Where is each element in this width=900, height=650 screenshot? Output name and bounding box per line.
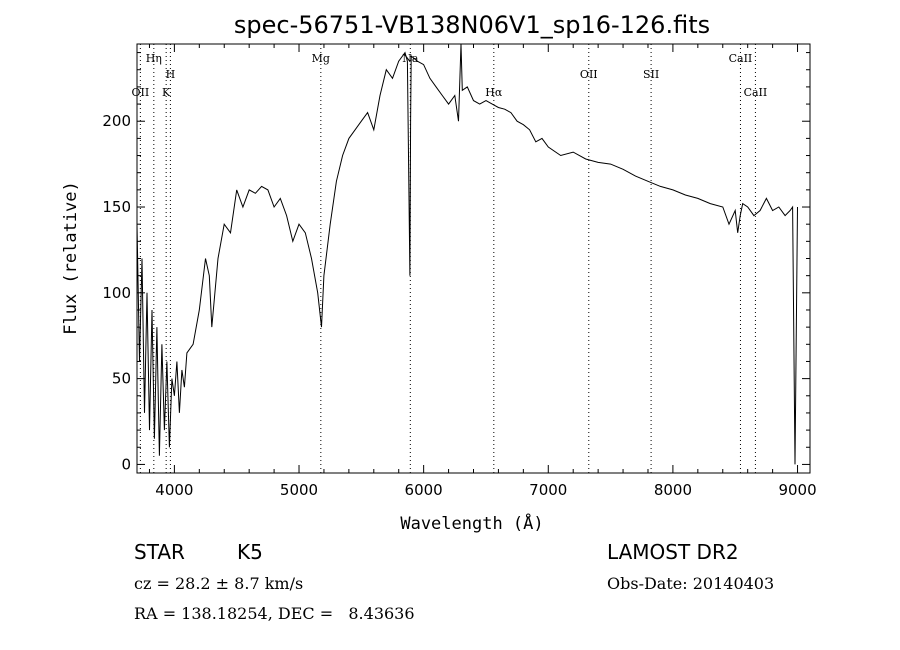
object-subclass: K5	[237, 540, 263, 564]
x-tick-label: 7000	[529, 481, 567, 499]
spectral-line-label: Hα	[485, 86, 503, 99]
plot-frame	[136, 43, 811, 474]
spectral-line-label: OII	[580, 68, 598, 81]
object-class: STAR	[134, 540, 185, 564]
spectral-line-label: K	[162, 86, 171, 99]
x-axis-label: Wavelength (Å)	[400, 512, 543, 534]
observation-date: Obs-Date: 20140403	[607, 574, 775, 593]
spectral-line-markers: Hη H OII K Mg Na Hα OII SII CaII CaII	[132, 44, 768, 473]
y-tick-label: 50	[112, 370, 131, 388]
y-tick-label: 150	[102, 198, 131, 216]
y-axis-label: Flux (relative)	[61, 181, 81, 335]
chart-title: spec-56751-VB138N06V1_sp16-126.fits	[234, 11, 710, 39]
x-axis: 4000 5000 6000 7000 8000 9000	[148, 44, 817, 499]
redshift-velocity: cz = 28.2 ± 8.7 km/s	[134, 574, 304, 593]
spectral-line-label: CaII	[744, 86, 768, 99]
x-tick-label: 6000	[405, 481, 443, 499]
spectral-line-label: H	[166, 68, 176, 81]
survey-name: LAMOST DR2	[607, 540, 739, 564]
x-tick-label: 8000	[654, 481, 692, 499]
spectral-line-label: Na	[402, 52, 419, 65]
x-tick-label: 5000	[280, 481, 318, 499]
y-tick-label: 100	[102, 284, 131, 302]
y-axis: 0 50 100 150 200	[102, 52, 810, 473]
x-tick-label: 4000	[155, 481, 193, 499]
y-tick-label: 200	[102, 112, 131, 130]
spectral-line-label: Hη	[146, 52, 162, 65]
x-tick-label: 9000	[778, 481, 816, 499]
spectrum-series-line	[136, 43, 798, 465]
spectral-line-label: SII	[643, 68, 659, 81]
spectral-line-label: OII	[132, 86, 150, 99]
ra-dec-coordinates: RA = 138.18254, DEC = 8.43636	[134, 604, 415, 623]
y-tick-label: 0	[121, 455, 131, 473]
spectral-line-label: Mg	[312, 52, 330, 65]
spectral-line-label: CaII	[729, 52, 753, 65]
